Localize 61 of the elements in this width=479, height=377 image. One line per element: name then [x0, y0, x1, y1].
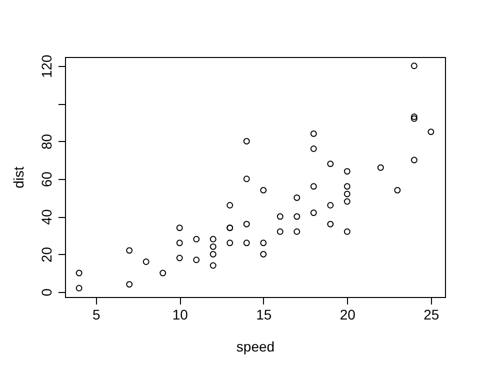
- point: [260, 186, 267, 194]
- point: [126, 247, 133, 254]
- point: [377, 164, 384, 171]
- point: [310, 146, 317, 152]
- x-tick-label: 5: [92, 306, 100, 322]
- point: [310, 183, 317, 190]
- x-tick-label: 25: [424, 306, 440, 322]
- x-tick-label: 10: [172, 306, 188, 322]
- point: [226, 240, 234, 246]
- point: [210, 262, 216, 269]
- point: [344, 198, 350, 205]
- point: [310, 130, 317, 137]
- point: [243, 240, 250, 246]
- y-tick-label: 60: [38, 171, 54, 188]
- y-tick-label: 120: [38, 54, 54, 78]
- point: [327, 160, 334, 168]
- point: [193, 236, 200, 242]
- point: [243, 138, 250, 144]
- point: [410, 115, 418, 122]
- x-axis-title: speed: [236, 338, 275, 354]
- point: [243, 220, 250, 228]
- point: [142, 258, 150, 265]
- point: [344, 168, 350, 175]
- point: [428, 128, 434, 136]
- point: [226, 202, 234, 208]
- y-tick-label: 40: [38, 209, 54, 225]
- point: [176, 240, 183, 246]
- point: [210, 250, 216, 258]
- point: [394, 186, 401, 194]
- point: [176, 224, 183, 232]
- point: [276, 213, 284, 220]
- point: [344, 183, 350, 190]
- point: [210, 243, 216, 250]
- y-tick-label: 80: [38, 134, 54, 150]
- point: [327, 220, 334, 228]
- point: [176, 254, 183, 262]
- point: [243, 176, 250, 182]
- point: [294, 213, 300, 220]
- point: [260, 250, 267, 258]
- point: [294, 228, 300, 235]
- point: [210, 236, 216, 242]
- point: [294, 194, 300, 201]
- point: [160, 270, 166, 276]
- y-tick-label: 0: [38, 288, 54, 296]
- point: [410, 114, 418, 120]
- point: [310, 210, 317, 216]
- x-tick-label: 15: [256, 306, 272, 322]
- y-tick-label: 20: [38, 246, 54, 262]
- point: [76, 284, 82, 292]
- point: [276, 228, 284, 235]
- point: [410, 156, 418, 164]
- point: [193, 256, 200, 264]
- point: [344, 190, 350, 198]
- point: [344, 228, 350, 235]
- point: [410, 62, 418, 70]
- y-axis-title: dist: [10, 166, 26, 188]
- point: [76, 270, 82, 276]
- point: [327, 202, 334, 208]
- point: [260, 240, 267, 246]
- point: [126, 281, 133, 288]
- x-tick-label: 20: [340, 306, 356, 322]
